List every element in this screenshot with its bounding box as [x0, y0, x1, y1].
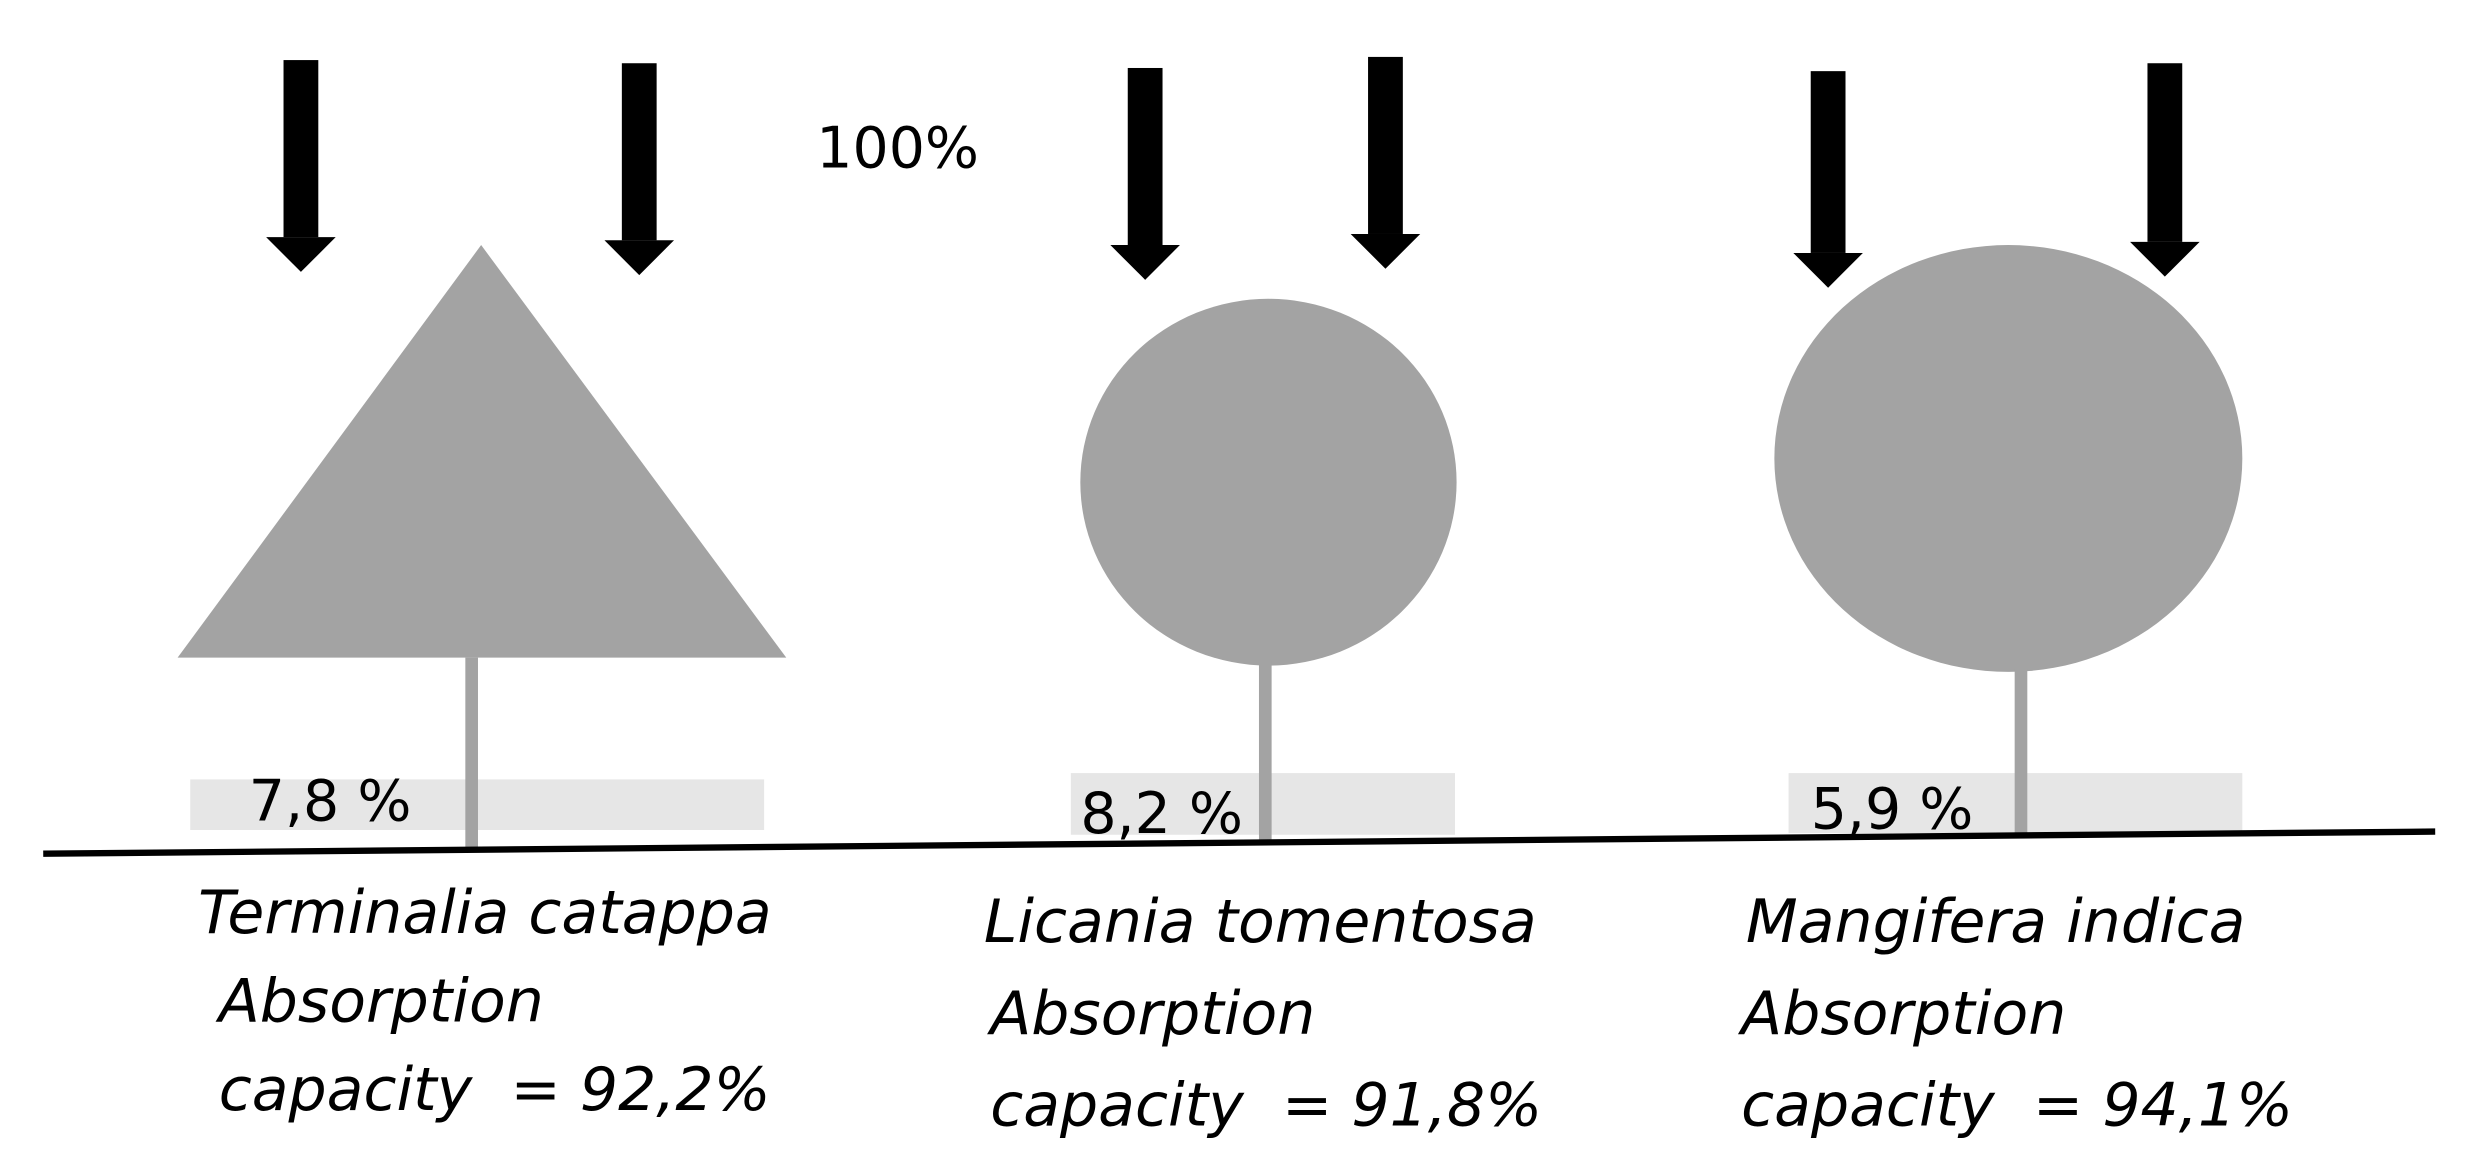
ground-line [43, 828, 2436, 857]
arrow [2130, 63, 2200, 277]
absorption-capacity: capacity = 91,8% [990, 1071, 1542, 1141]
absorption-label: Absorption [1737, 979, 2066, 1049]
transmitted-label: 8,2 % [1080, 781, 1243, 847]
arrow [266, 60, 336, 272]
incident-label: 100% [816, 116, 979, 182]
species-name: Mangifera indica [1746, 887, 2246, 957]
transmitted-label: 5,9 % [1811, 776, 1974, 842]
arrow [1350, 56, 1421, 269]
tree-crown [1774, 245, 2243, 672]
absorption-label: Absorption [986, 979, 1315, 1049]
species-name: Licania tomentosa [984, 887, 1537, 957]
tree-crown [177, 245, 787, 658]
arrow [1793, 71, 1863, 288]
arrows [266, 56, 2200, 288]
tree-crown [1080, 298, 1457, 666]
arrow [1110, 67, 1180, 280]
transmitted-label: 7,8 % [249, 769, 412, 835]
absorption-label: Absorption [215, 966, 544, 1036]
species-name: Terminalia catappa [198, 878, 772, 948]
arrow [604, 63, 675, 276]
absorption-capacity: capacity = 92,2% [219, 1055, 771, 1125]
absorption-capacity: capacity = 94,1% [1741, 1071, 2293, 1141]
